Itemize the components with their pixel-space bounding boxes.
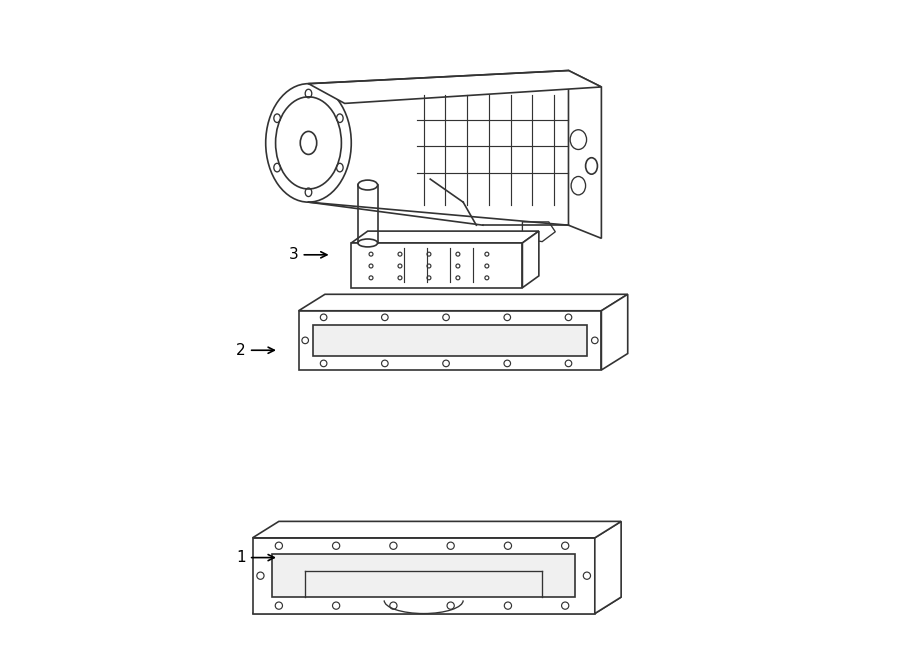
Text: 2: 2 (237, 343, 274, 358)
Polygon shape (273, 555, 575, 597)
Polygon shape (253, 597, 621, 613)
Polygon shape (522, 231, 539, 288)
Polygon shape (351, 243, 522, 288)
Polygon shape (351, 231, 539, 243)
Text: 1: 1 (237, 550, 274, 565)
Polygon shape (253, 522, 621, 538)
Polygon shape (522, 222, 555, 242)
Text: 3: 3 (289, 247, 327, 262)
Polygon shape (299, 311, 601, 370)
Polygon shape (569, 71, 601, 239)
Ellipse shape (358, 239, 378, 247)
Polygon shape (299, 294, 627, 311)
Polygon shape (253, 538, 595, 613)
Polygon shape (309, 71, 601, 103)
Ellipse shape (266, 84, 351, 202)
Polygon shape (595, 522, 621, 613)
Polygon shape (601, 294, 627, 370)
Polygon shape (313, 325, 587, 356)
Ellipse shape (358, 180, 378, 190)
